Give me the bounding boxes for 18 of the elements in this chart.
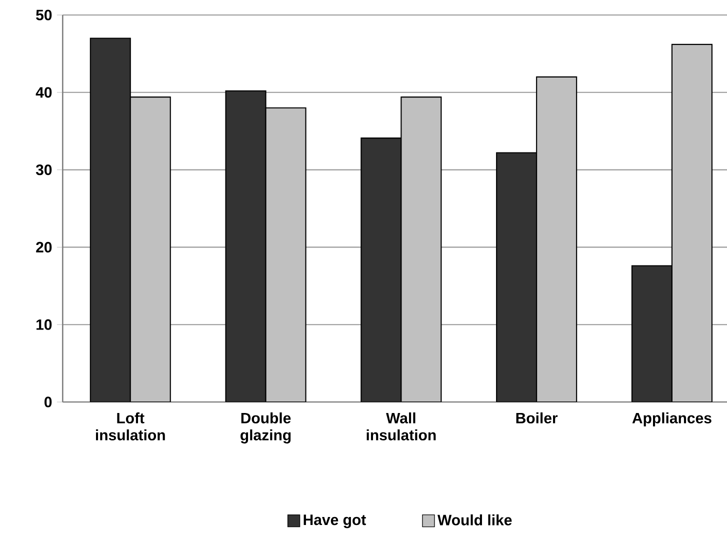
bar xyxy=(671,44,713,402)
y-tick-label: 0 xyxy=(44,396,52,408)
bar xyxy=(536,76,578,402)
bar xyxy=(400,96,442,402)
x-tick-label: Loft insulation xyxy=(96,412,165,440)
x-tick-label: Wall insulation xyxy=(366,412,436,440)
bar xyxy=(130,96,171,402)
x-tick-label: Boiler xyxy=(516,412,558,424)
legend-label: Would like xyxy=(437,514,512,526)
y-tick-label: 30 xyxy=(36,164,52,176)
legend-label: Have got xyxy=(304,514,366,528)
y-tick-label: 40 xyxy=(36,87,52,98)
y-tick-label: 50 xyxy=(36,10,52,20)
bar xyxy=(265,107,306,402)
x-tick-label: Appliances xyxy=(632,412,712,426)
y-tick-label: 20 xyxy=(36,242,52,253)
x-tick-label: Double glazing xyxy=(240,412,291,444)
y-tick-label: 10 xyxy=(36,319,52,330)
